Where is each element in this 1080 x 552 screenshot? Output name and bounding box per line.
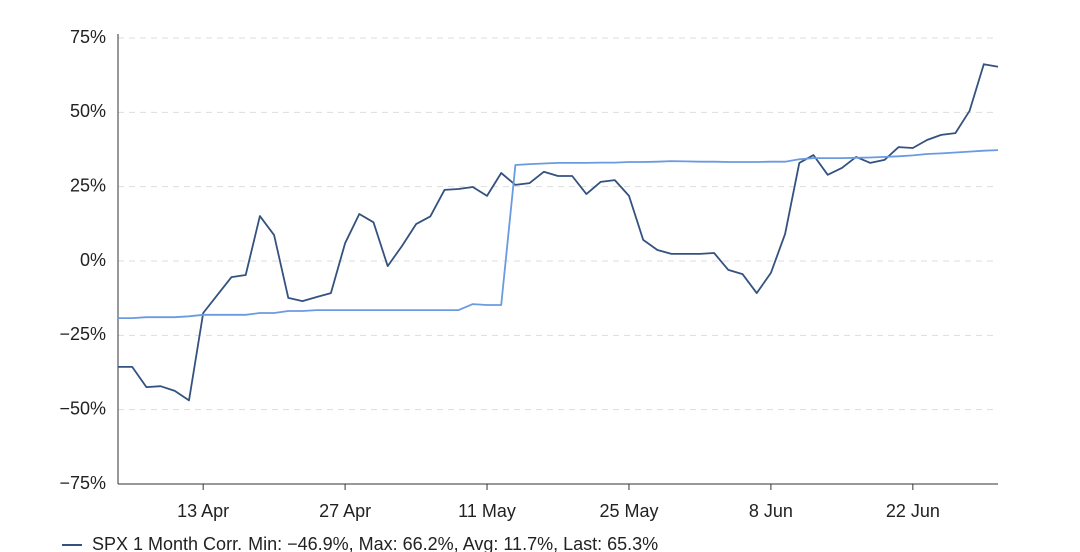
legend-stats: Min: −46.9%, Max: 66.2%, Avg: 11.7%, Las… — [248, 534, 658, 552]
legend-label: SPX 1 Month Corr. — [92, 534, 242, 552]
x-tick-label: 25 May — [599, 501, 658, 521]
y-tick-label: 25% — [70, 175, 106, 195]
x-tick-label: 8 Jun — [749, 501, 793, 521]
series-line — [118, 149, 999, 319]
y-tick-label: 50% — [70, 101, 106, 121]
x-tick-label: 22 Jun — [886, 501, 940, 521]
series-line — [118, 63, 999, 402]
x-tick-label: 11 May — [458, 501, 516, 521]
y-tick-label: −25% — [59, 324, 106, 344]
y-tick-label: 75% — [70, 27, 106, 47]
y-tick-label: −75% — [59, 473, 106, 493]
y-tick-label: 0% — [80, 250, 106, 270]
y-tick-label: −50% — [59, 398, 106, 418]
x-tick-label: 13 Apr — [177, 501, 229, 521]
x-tick-label: 27 Apr — [319, 501, 371, 521]
